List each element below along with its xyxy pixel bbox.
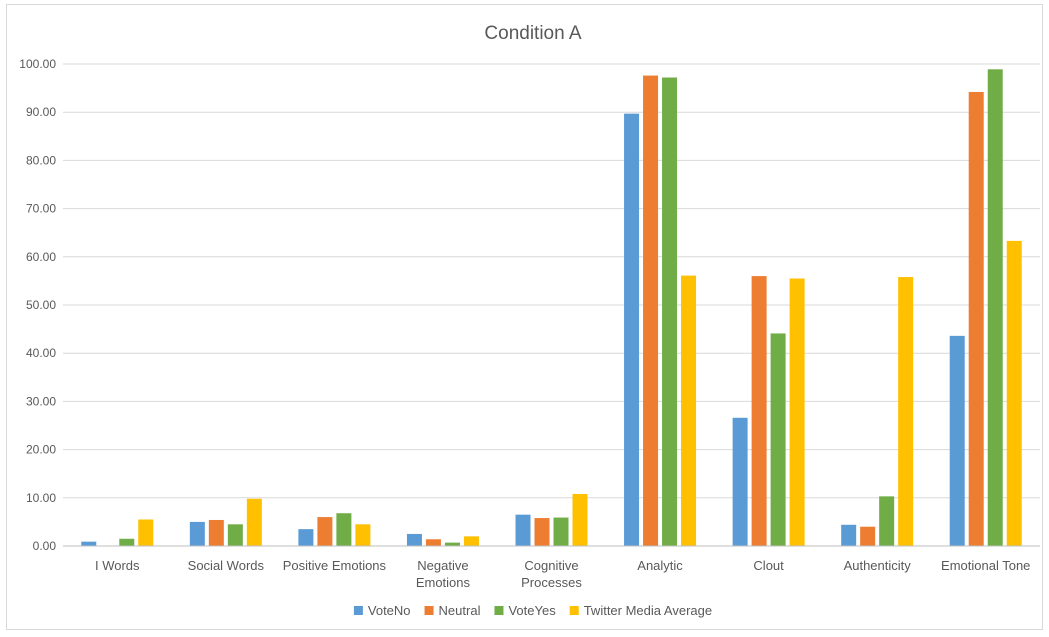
x-tick-label: Processes: [521, 575, 582, 590]
bar-neutral: [425, 539, 441, 546]
bar-neutral: [643, 75, 659, 547]
bar-voteno: [81, 541, 97, 546]
x-tick-label: Analytic: [637, 558, 683, 573]
y-tick-label: 70.00: [26, 202, 56, 216]
y-tick-label: 80.00: [26, 153, 56, 167]
bar-voteno: [189, 521, 205, 546]
bar-voteno: [732, 417, 748, 546]
x-tick-label: Emotional Tone: [941, 558, 1030, 573]
y-tick-label: 100.00: [19, 57, 56, 71]
bar-voteyes: [662, 77, 678, 546]
bar-voteyes: [336, 513, 352, 546]
bar-twitter-media-average: [138, 519, 154, 546]
legend-swatch: [569, 606, 579, 615]
x-tick-label: I Words: [95, 558, 140, 573]
bar-voteyes: [119, 538, 135, 546]
bar-voteyes: [987, 69, 1003, 546]
grid-lines: [63, 63, 1040, 547]
bar-voteno: [841, 524, 857, 546]
bar-voteno: [949, 335, 965, 546]
bar-twitter-media-average: [681, 275, 697, 546]
x-axis: I Words Social Words Positive Emotions Nega…: [63, 545, 1040, 590]
legend-swatch: [353, 606, 363, 615]
y-tick-label: 60.00: [26, 250, 56, 264]
legend-item-neutral: Neutral: [424, 603, 481, 618]
bar-voteno: [298, 529, 314, 546]
bar-voteyes: [879, 496, 895, 546]
bar-twitter-media-average: [898, 277, 914, 546]
legend-label: VoteNo: [368, 603, 411, 618]
legend-label: Twitter Media Average: [584, 603, 712, 618]
bar-neutral: [860, 526, 876, 546]
bars: [81, 69, 1022, 547]
y-tick-label: 90.00: [26, 105, 56, 119]
bar-twitter-media-average: [463, 536, 479, 546]
legend-item-voteno: VoteNo: [353, 603, 411, 618]
bar-voteyes: [227, 524, 243, 546]
legend-item-voteyes: VoteYes: [494, 603, 556, 618]
x-tick-label: Emotions: [416, 575, 471, 590]
bar-neutral: [751, 276, 767, 546]
legend-swatch: [494, 606, 504, 615]
chart-title: Condition A: [484, 23, 582, 44]
bar-twitter-media-average: [572, 493, 588, 546]
y-axis: 0.00 10.00 20.00 30.00 40.00 50.00 60.00 70.00 8…: [19, 57, 56, 553]
bar-voteno: [624, 113, 640, 547]
y-tick-label: 20.00: [26, 443, 56, 457]
y-tick-label: 10.00: [26, 491, 56, 505]
x-tick-label: Positive Emotions: [283, 558, 387, 573]
legend-swatch: [424, 606, 434, 615]
legend-label: VoteYes: [508, 603, 556, 618]
y-tick-label: 0.00: [33, 539, 57, 553]
legend-item-twitter-media-average: Twitter Media Average: [569, 603, 712, 618]
bar-voteno: [406, 533, 422, 546]
bar-neutral: [208, 519, 224, 546]
legend-label: Neutral: [439, 603, 481, 618]
bar-twitter-media-average: [246, 498, 262, 546]
bar-voteyes: [444, 542, 460, 546]
bar-neutral: [534, 518, 550, 546]
x-tick-label: Clout: [753, 558, 784, 573]
y-tick-label: 40.00: [26, 346, 56, 360]
x-tick-label: Cognitive: [524, 558, 578, 573]
bar-voteno: [515, 514, 531, 546]
y-tick-label: 30.00: [26, 394, 56, 408]
bar-twitter-media-average: [1006, 240, 1022, 547]
x-tick-label: Social Words: [188, 558, 265, 573]
y-tick-label: 50.00: [26, 298, 56, 312]
bar-twitter-media-average: [789, 278, 805, 546]
bar-neutral: [317, 517, 333, 546]
bar-twitter-media-average: [355, 524, 371, 546]
bar-voteyes: [770, 333, 786, 546]
legend: VoteNo Neutral VoteYes Twitter Media Averag…: [353, 603, 712, 618]
bar-voteyes: [553, 517, 569, 546]
x-tick-label: Authenticity: [844, 558, 912, 573]
bar-neutral: [968, 91, 984, 547]
x-tick-label: Negative: [417, 558, 468, 573]
